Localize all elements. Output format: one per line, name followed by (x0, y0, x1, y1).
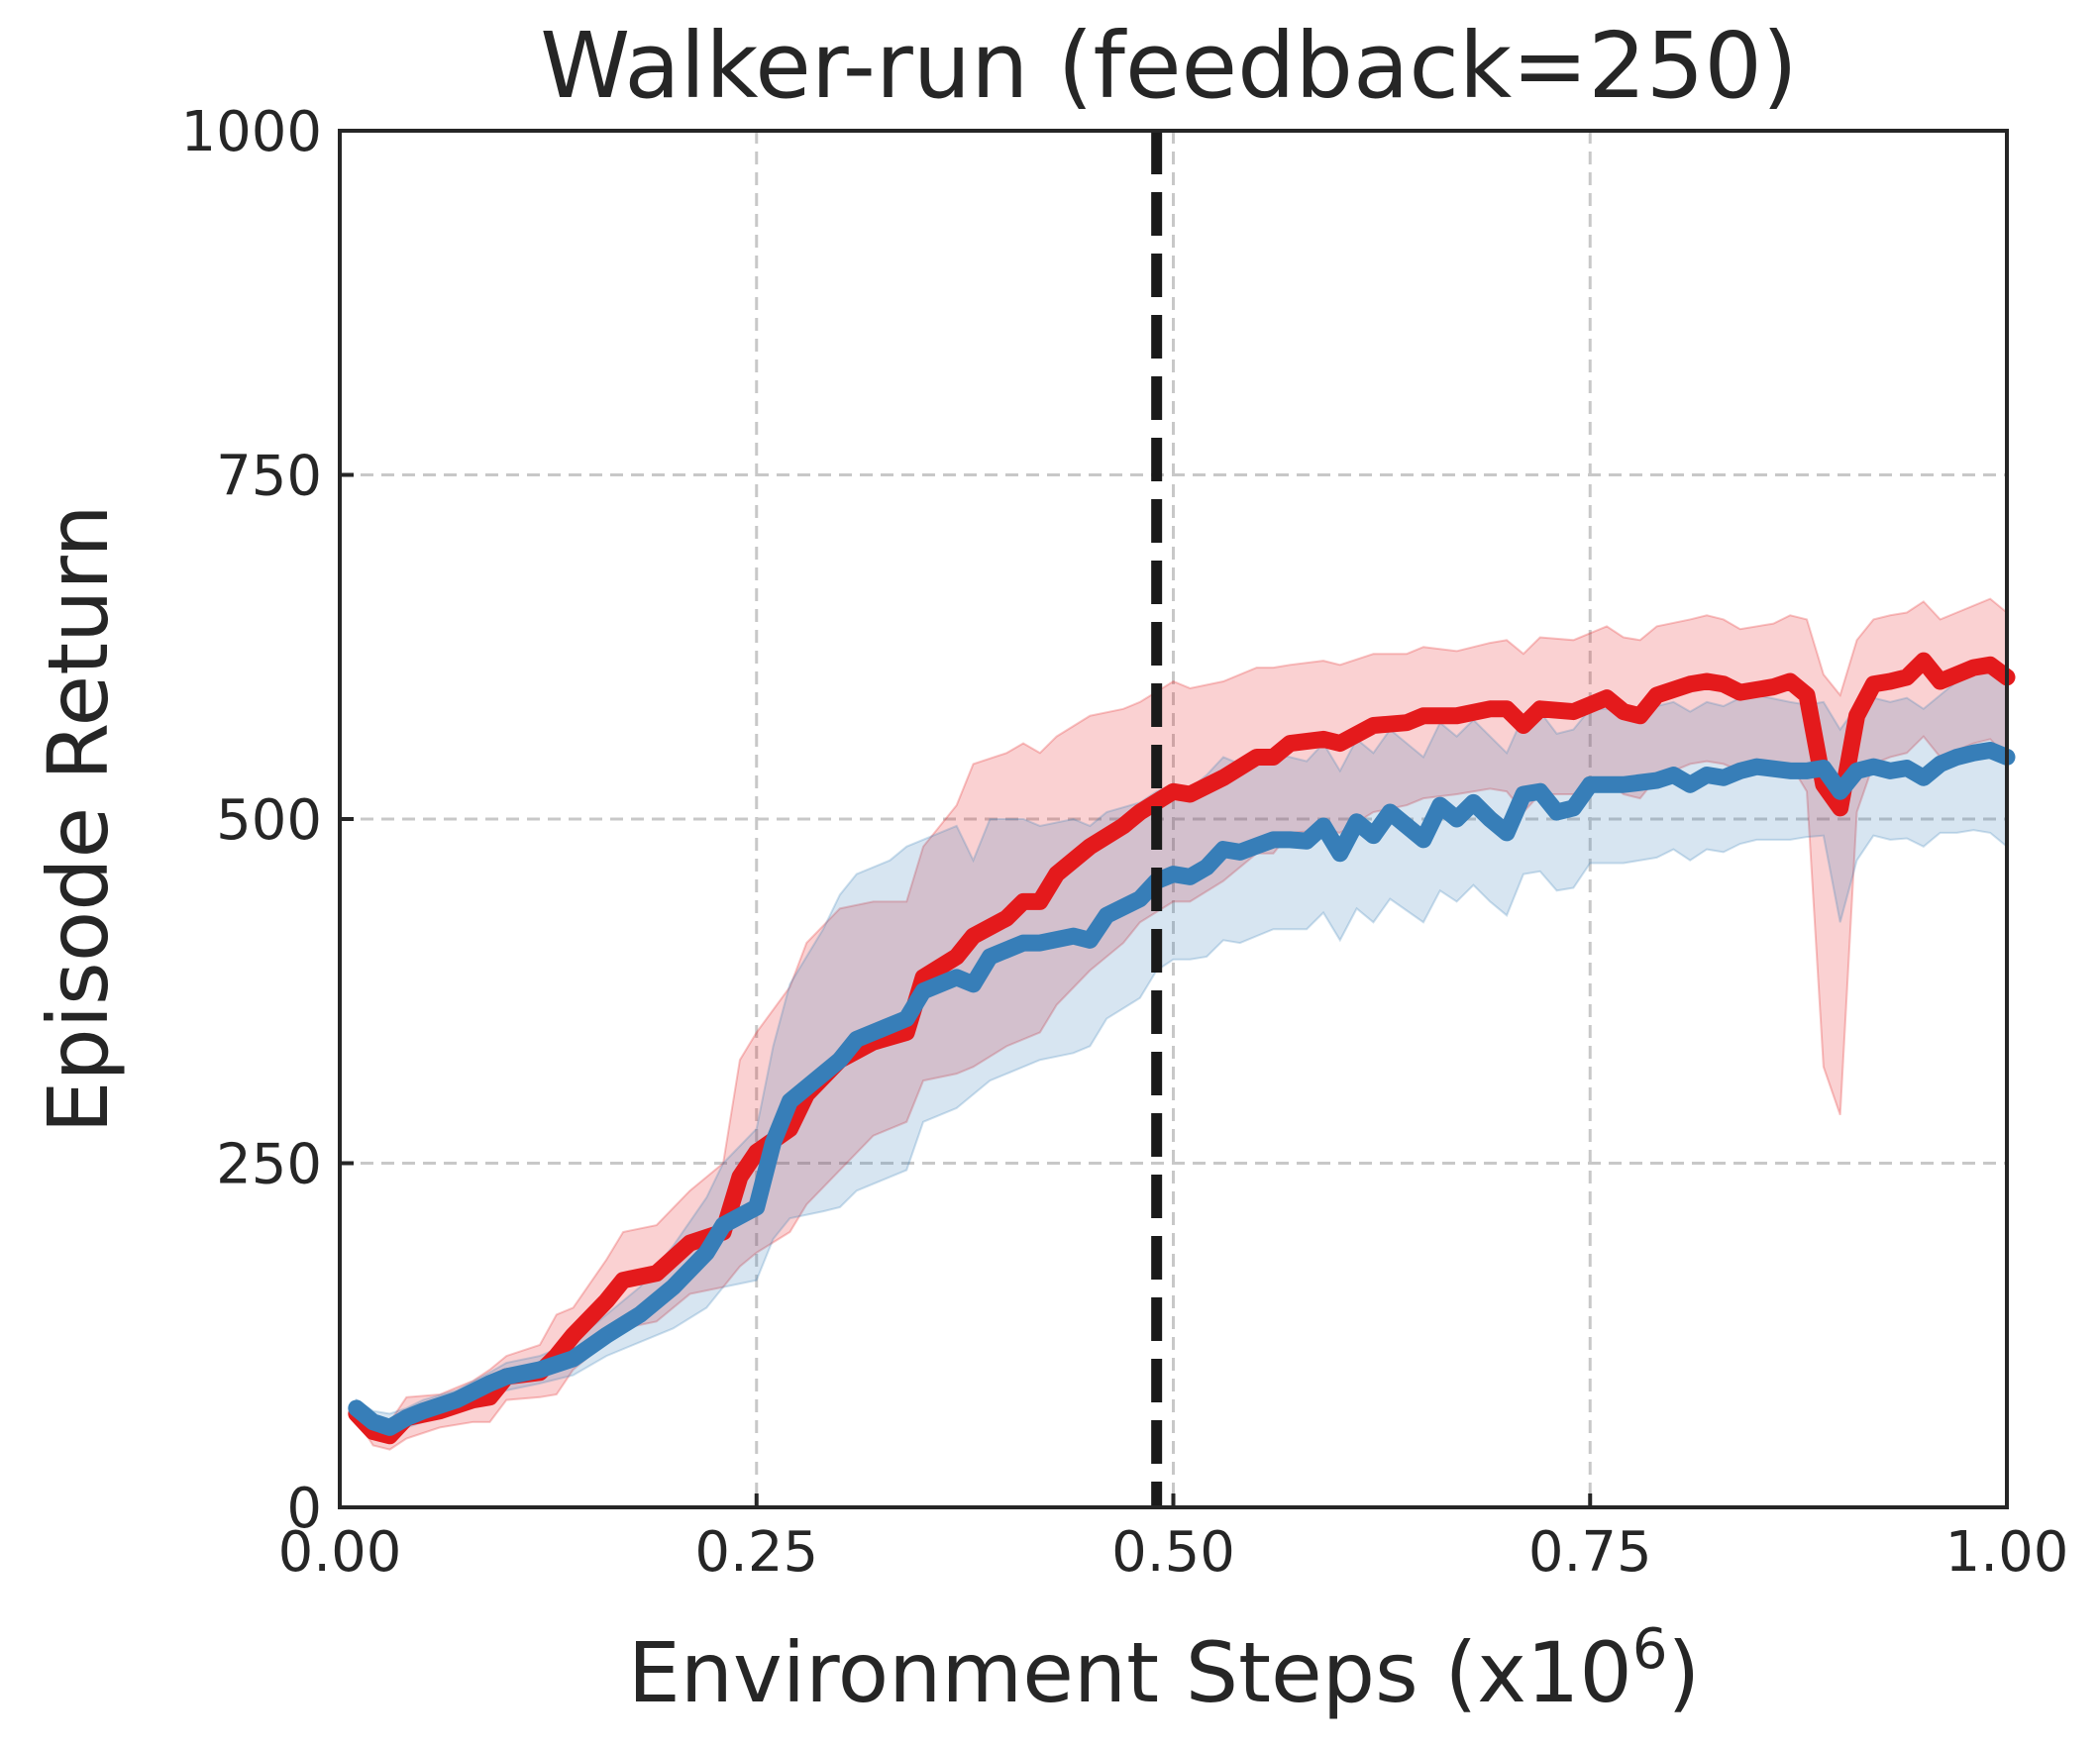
y-tick-label-3: 750 (216, 445, 322, 509)
series-lines (348, 652, 2016, 1445)
x-tick-label-1: 0.25 (694, 1520, 818, 1585)
x-axis-label-close: ) (1668, 1624, 1701, 1721)
series-line-red (348, 652, 2016, 1445)
x-axis-label: Environment Steps (x106) (628, 1617, 1701, 1721)
x-tick-label-0: 0.00 (278, 1520, 402, 1585)
series-line-blue (348, 742, 2016, 1436)
x-axis-label-main: Environment Steps (x10 (628, 1624, 1632, 1721)
x-tick-label-3: 0.75 (1528, 1520, 1652, 1585)
axis-ticks: 0.00 0.25 0.50 0.75 1.00 0 250 500 750 1000 (180, 100, 2068, 1585)
y-tick-label-0: 0 (286, 1477, 322, 1541)
x-tick-label-4: 1.00 (1945, 1520, 2069, 1585)
x-axis-label-exponent: 6 (1632, 1617, 1668, 1682)
chart-title: Walker-run (feedback=250) (540, 13, 1798, 119)
y-tick-label-4: 1000 (180, 100, 322, 164)
grid-lines (340, 131, 2007, 1507)
y-axis-label: Episode Return (30, 504, 127, 1133)
x-tick-label-2: 0.50 (1111, 1520, 1235, 1585)
y-tick-label-2: 500 (216, 788, 322, 853)
y-tick-label-1: 250 (216, 1133, 322, 1197)
